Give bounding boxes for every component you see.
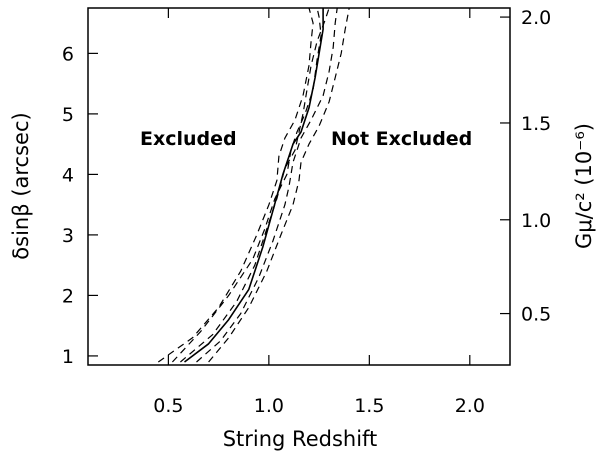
- y-tick-label: 3: [62, 225, 74, 247]
- x-tick-label: 1.0: [254, 395, 284, 417]
- series-line-dashed-3: [171, 8, 322, 363]
- series-line-dashed-4: [196, 8, 338, 363]
- annotation-excluded: Excluded: [140, 128, 237, 150]
- y-tick-label: 6: [62, 43, 74, 65]
- series-line-dashed-1: [157, 8, 314, 363]
- plot-frame: [87, 7, 511, 366]
- y-tick-label: 2: [62, 285, 74, 307]
- y-axis-title-right: Gμ/c² (10⁻⁶): [572, 123, 596, 249]
- series-layer: [157, 8, 350, 363]
- x-axis-title: String Redshift: [223, 427, 378, 451]
- ticks-layer: 0.5 1.0 1.5 2.0 1 2 3 4 5 6 0.5 1.0 1.5 2.0: [62, 7, 551, 417]
- y-tick-label: 1: [62, 346, 74, 368]
- y-right-tick-label: 1.0: [521, 210, 551, 232]
- series-line-solid: [184, 8, 324, 363]
- series-line-dashed-2: [208, 8, 350, 363]
- y-tick-label: 5: [62, 104, 74, 126]
- y-right-tick-label: 2.0: [521, 7, 551, 29]
- x-tick-label: 0.5: [153, 395, 183, 417]
- x-tick-label: 1.5: [354, 395, 384, 417]
- annotation-not-excluded: Not Excluded: [331, 128, 472, 150]
- series-line-dashed-5: [180, 8, 330, 363]
- y-right-tick-label: 0.5: [521, 304, 551, 326]
- y-right-tick-label: 1.5: [521, 113, 551, 135]
- y-tick-label: 4: [62, 164, 74, 186]
- x-tick-label: 2.0: [455, 395, 485, 417]
- y-axis-title-left: δsinβ (arcsec): [9, 112, 33, 259]
